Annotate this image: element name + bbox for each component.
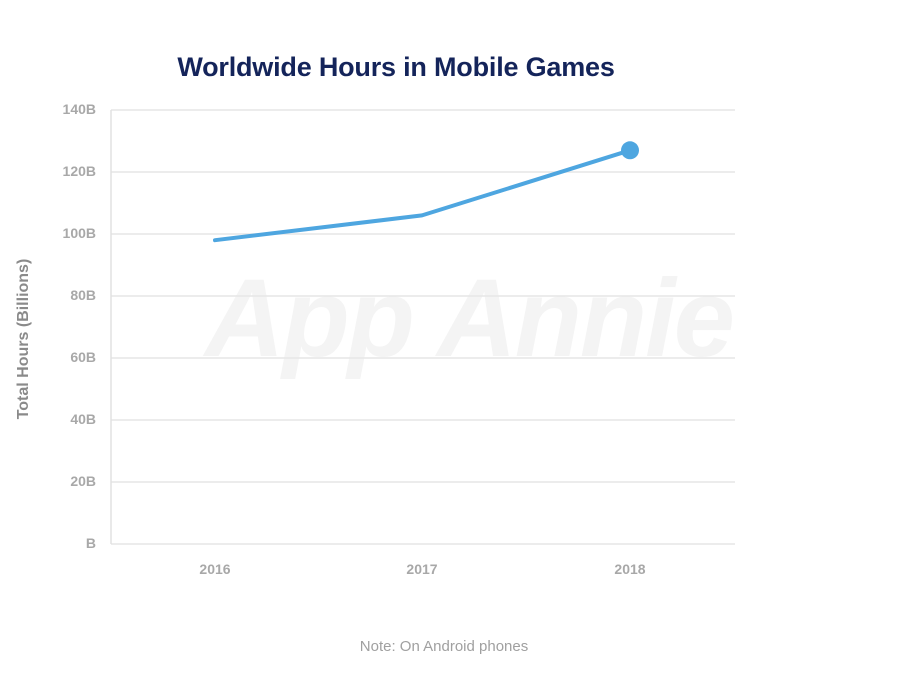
y-axis-label: Total Hours (Billions) [15,258,32,420]
y-tick-label: 20B [70,473,96,489]
y-tick-label: 100B [62,225,96,241]
y-tick-label: B [85,535,96,551]
gridlines [111,109,735,545]
x-tick-label: 2017 [406,561,438,577]
y-tick-label: 120B [62,163,96,179]
x-tick-label: 2018 [614,561,646,577]
x-tick-label: 2016 [199,561,231,577]
y-tick-label: 140B [62,101,96,117]
footnote: Note: On Android phones [359,638,529,655]
y-tick-label: 40B [70,411,96,427]
chart-title: Worldwide Hours in Mobile Games [177,52,615,82]
data-point-marker [621,141,639,160]
watermark: App Annie [205,257,735,380]
series-line [213,148,632,243]
y-tick-label: 60B [70,349,96,365]
y-tick-label: 80B [70,287,96,303]
